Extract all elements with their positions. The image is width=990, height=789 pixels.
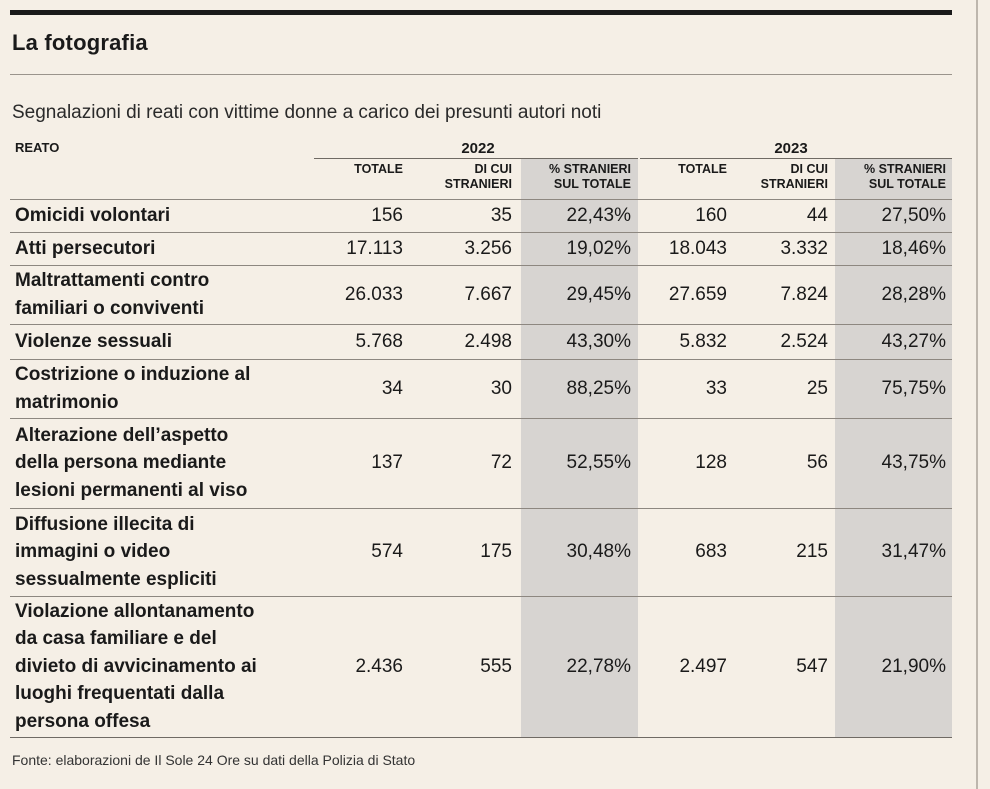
table-cell: 88,25%: [566, 377, 631, 399]
table-cell: 22,78%: [566, 655, 631, 677]
row-separator: [10, 596, 952, 597]
row-label: Diffusione illecita di immagini o video …: [15, 513, 217, 590]
table-cell: 5.768: [355, 330, 403, 352]
year-rule-2022: [314, 158, 638, 159]
table-cell: 19,02%: [566, 237, 631, 259]
row-separator: [10, 359, 952, 360]
page-title: La fotografia: [12, 30, 148, 55]
shade-col-2022-pct: [521, 158, 638, 737]
table-cell: 7.824: [780, 283, 828, 305]
table-cell: 29,45%: [566, 283, 631, 305]
table-cell: 3.332: [780, 237, 828, 259]
table-cell: 3.256: [464, 237, 512, 259]
table-cell: 2.524: [780, 330, 828, 352]
table-cell: 17.113: [346, 237, 403, 259]
column-header: TOTALE: [354, 162, 403, 176]
shade-col-2023-pct: [835, 158, 952, 737]
year-header-2022: 2022: [461, 140, 495, 157]
table-cell: 683: [695, 541, 727, 562]
column-header: DI CUI STRANIERI: [444, 162, 512, 191]
table-cell: 35: [490, 204, 512, 226]
table-cell: 156: [371, 204, 403, 226]
column-header: TOTALE: [678, 162, 727, 176]
table-cell: 2.497: [679, 655, 727, 677]
table-cell: 27,50%: [881, 204, 946, 226]
row-separator: [10, 508, 952, 509]
table-cell: 21,90%: [881, 655, 946, 677]
table-cell: 22,43%: [566, 204, 631, 226]
page-border-right: [976, 0, 978, 789]
column-header: % STRANIERI SUL TOTALE: [864, 162, 946, 191]
table-cell: 2.436: [355, 655, 403, 677]
table-cell: 7.667: [464, 283, 512, 305]
table-cell: 160: [695, 204, 727, 226]
column-header: DI CUI STRANIERI: [760, 162, 828, 191]
title-divider: [10, 74, 952, 75]
row-separator: [10, 324, 952, 325]
table-cell: 137: [371, 452, 403, 473]
table-cell: 44: [806, 204, 828, 226]
row-label: Maltrattamenti contro familiari o conviv…: [15, 270, 210, 319]
table-cell: 52,55%: [566, 452, 631, 473]
table-cell: 72: [490, 452, 512, 473]
table-cell: 547: [796, 655, 828, 677]
table-cell: 31,47%: [881, 541, 946, 562]
year-rule-2023: [640, 158, 952, 159]
table-cell: 26.033: [344, 283, 403, 305]
row-label: Atti persecutori: [15, 237, 156, 259]
table-cell: 25: [806, 377, 828, 399]
row-label: Violazione allontanamento da casa famili…: [15, 600, 257, 732]
table-cell: 574: [371, 541, 403, 562]
row-separator: [10, 199, 952, 200]
table-cell: 5.832: [679, 330, 727, 352]
row-separator: [10, 737, 952, 738]
table-cell: 34: [381, 377, 403, 399]
table-cell: 128: [695, 452, 727, 473]
row-separator: [10, 265, 952, 266]
table-cell: 43,30%: [566, 330, 631, 352]
table-cell: 56: [806, 452, 828, 473]
table-cell: 555: [480, 655, 512, 677]
table-cell: 28,28%: [881, 283, 946, 305]
table-cell: 43,27%: [881, 330, 946, 352]
table-cell: 33: [705, 377, 727, 399]
table-cell: 43,75%: [881, 452, 946, 473]
row-label: Alterazione dell’aspetto della persona m…: [15, 424, 248, 501]
row-label: Omicidi volontari: [15, 204, 171, 226]
table-cell: 18,46%: [881, 237, 946, 259]
year-header-2023: 2023: [774, 140, 808, 157]
source-note: Fonte: elaborazioni de Il Sole 24 Ore su…: [12, 752, 416, 768]
row-separator: [10, 232, 952, 233]
table-cell: 30,48%: [566, 541, 631, 562]
table-cell: 215: [796, 541, 828, 562]
top-rule: [10, 10, 952, 15]
table-cell: 75,75%: [881, 377, 946, 399]
table-cell: 175: [480, 541, 512, 562]
table-cell: 18.043: [668, 237, 727, 259]
row-label: Costrizione o induzione al matrimonio: [15, 364, 251, 413]
table-cell: 30: [490, 377, 512, 399]
row-separator: [10, 418, 952, 419]
table-cell: 2.498: [464, 330, 512, 352]
table-subtitle: Segnalazioni di reati con vittime donne …: [12, 102, 602, 123]
row-header-label: REATO: [15, 140, 60, 155]
column-header: % STRANIERI SUL TOTALE: [549, 162, 631, 191]
row-label: Violenze sessuali: [15, 330, 173, 352]
table-cell: 27.659: [668, 283, 727, 305]
